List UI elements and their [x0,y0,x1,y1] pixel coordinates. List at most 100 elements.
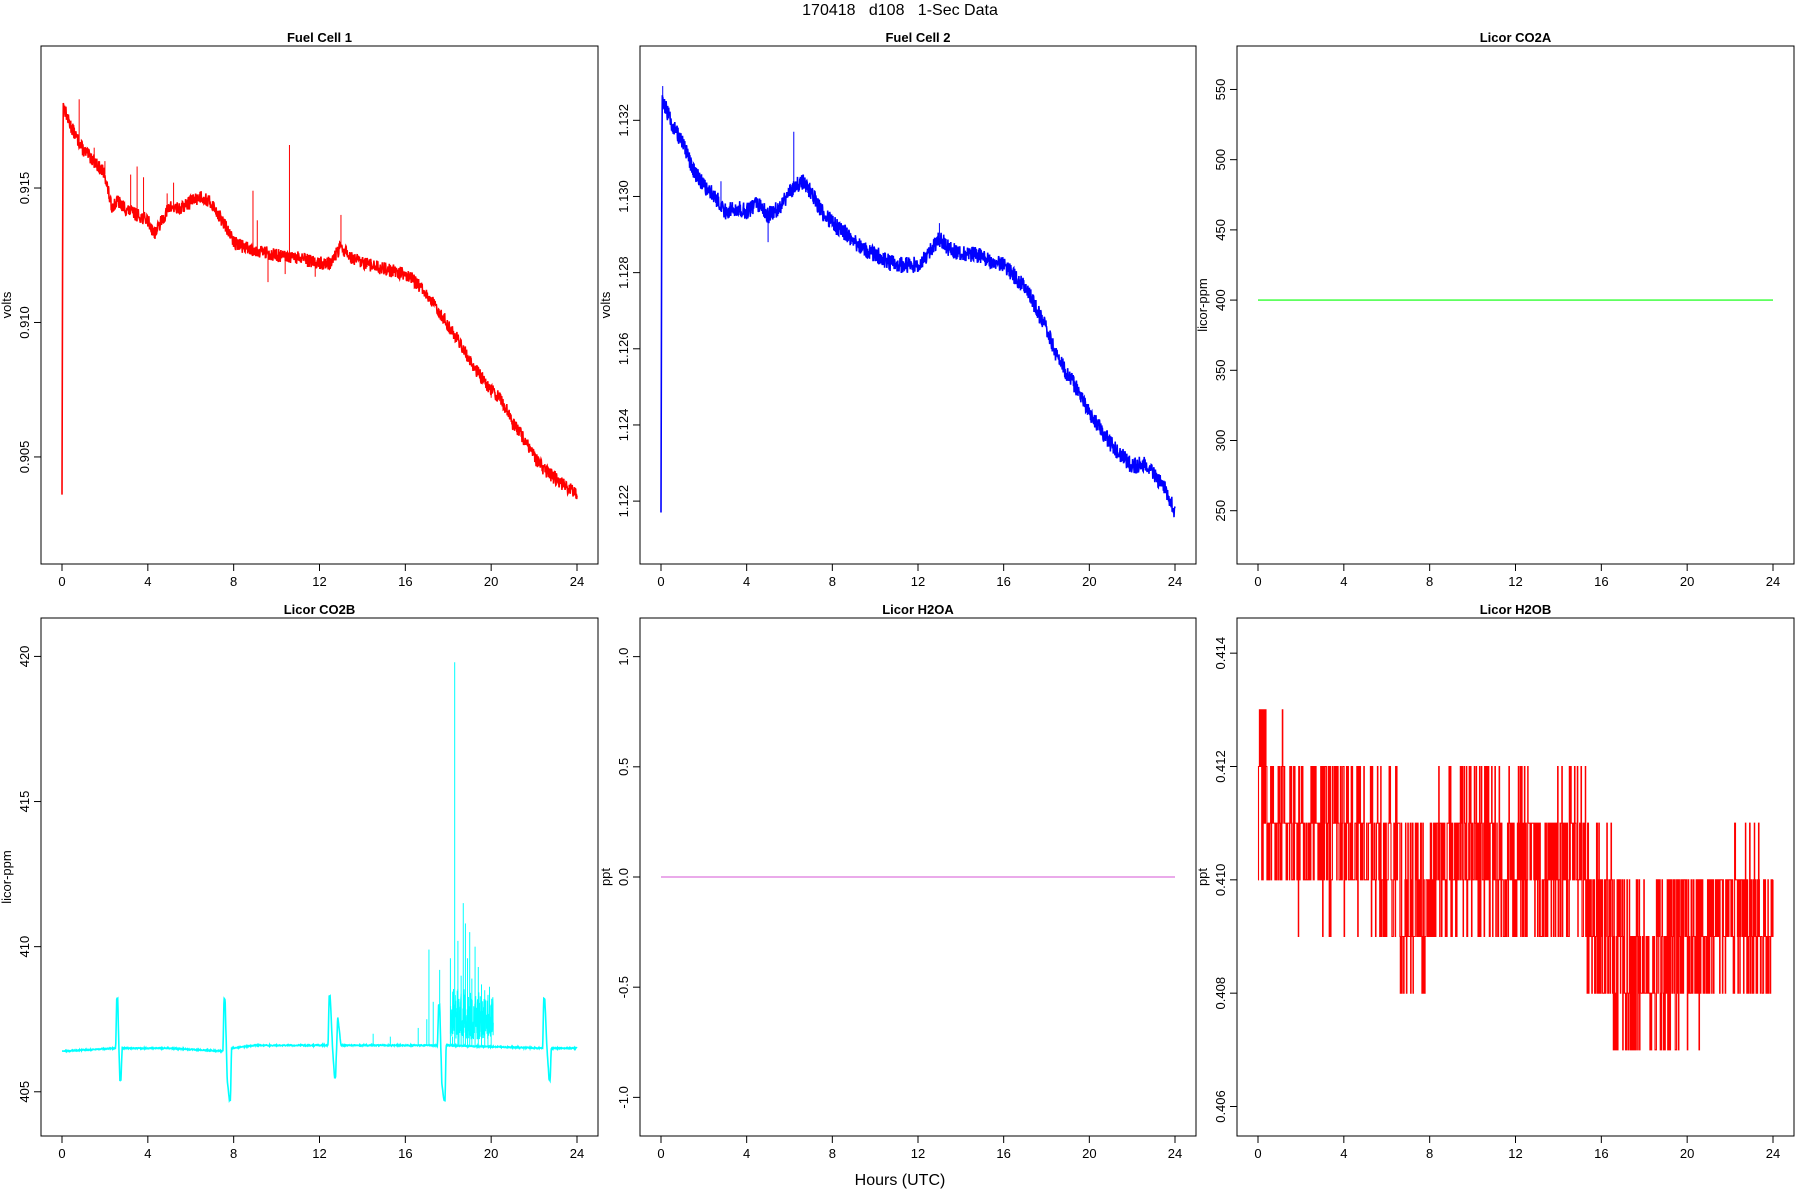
x-tick-label: 4 [144,1146,151,1161]
y-tick-label: 0.915 [17,172,32,205]
x-tick-label: 0 [657,1146,664,1161]
x-tick-label: 12 [312,1146,326,1161]
plot-frame [1236,45,1795,565]
y-tick-label: 0.408 [1213,977,1228,1010]
x-tick-label: 12 [911,1146,925,1161]
x-tick-label: 20 [1082,1146,1096,1161]
x-tick-label: 16 [996,574,1010,589]
x-tick-label: 8 [829,574,836,589]
series-fuel-cell-1 [61,99,578,500]
panel-title: Licor H2OB [1480,602,1552,617]
y-tick-label: 0.412 [1213,750,1228,783]
y-tick-label: 350 [1213,359,1228,381]
x-tick-label: 16 [1594,1146,1608,1161]
x-tick-label: 16 [398,1146,412,1161]
y-axis-label: licor-ppm [1195,278,1210,331]
x-tick-label: 20 [1082,574,1096,589]
x-tick-label: 24 [570,574,584,589]
x-tick-label: 8 [829,1146,836,1161]
panel-1: Fuel Cell 1 0 4 8 12 16 20 24 0.905 0.910 0.915 vol… [0,30,599,589]
panel-title: Licor CO2B [284,602,356,617]
plot-frame [40,45,599,565]
y-tick-label: 0.0 [616,868,631,886]
y-tick-label: 1.0 [616,648,631,666]
x-tick-label: 4 [144,574,151,589]
y-tick-label: 400 [1213,289,1228,311]
x-tick-label: 12 [911,574,925,589]
x-tick-label: 8 [1426,574,1433,589]
y-tick-label: 410 [17,936,32,958]
panel-4: Licor CO2B 0 4 8 12 16 20 24 405 410 415 420 licor-p… [0,602,599,1161]
y-tick-label: 250 [1213,500,1228,522]
panel-title: Fuel Cell 2 [885,30,950,45]
x-tick-label: 24 [1766,574,1780,589]
x-tick-label: 4 [1340,574,1347,589]
x-tick-label: 0 [1254,574,1261,589]
x-tick-label: 24 [1168,574,1182,589]
y-tick-label: 1.130 [616,180,631,213]
x-tick-label: 8 [230,574,237,589]
y-tick-label: 0.414 [1213,637,1228,670]
y-tick-label: 1.126 [616,333,631,366]
x-tick-label: 20 [1680,1146,1694,1161]
series-licor-co2b [62,662,578,1104]
y-tick-label: 450 [1213,219,1228,241]
x-tick-label: 16 [996,1146,1010,1161]
y-axis-label: ppt [598,868,613,886]
series-fuel-cell-2 [660,86,1176,518]
data-line [660,95,1176,518]
y-tick-label: 300 [1213,430,1228,452]
x-tick-label: 0 [657,574,664,589]
y-tick-label: 1.132 [616,104,631,137]
y-axis-label: licor-ppm [0,850,14,903]
y-tick-label: -1.0 [616,1086,631,1108]
y-tick-label: 415 [17,791,32,813]
plot-frame [639,45,1197,565]
x-tick-label: 12 [312,574,326,589]
data-line [62,993,578,1104]
panel-6: Licor H2OB 0 4 8 12 16 20 24 0.406 0.408 0.410 0.41… [1195,602,1795,1161]
series-licor-h2ob [1257,709,1774,1051]
x-tick-label: 8 [1426,1146,1433,1161]
x-tick-label: 20 [484,574,498,589]
x-tick-label: 8 [230,1146,237,1161]
x-tick-label: 16 [398,574,412,589]
y-tick-label: 0.910 [17,306,32,339]
y-tick-label: 500 [1213,149,1228,171]
x-tick-label: 0 [1254,1146,1261,1161]
y-tick-label: 0.410 [1213,864,1228,897]
x-tick-label: 4 [1340,1146,1347,1161]
x-tick-label: 24 [570,1146,584,1161]
x-tick-label: 20 [484,1146,498,1161]
shared-x-axis-label: Hours (UTC) [854,1172,946,1189]
data-line [1257,709,1774,1051]
y-axis-label: volts [598,291,613,318]
x-tick-label: 20 [1680,574,1694,589]
panel-title: Licor H2OA [882,602,954,617]
x-tick-label: 4 [743,1146,750,1161]
y-tick-label: 1.122 [616,485,631,518]
y-tick-label: 0.406 [1213,1090,1228,1123]
x-tick-label: 16 [1594,574,1608,589]
x-tick-label: 12 [1508,574,1522,589]
x-tick-label: 24 [1766,1146,1780,1161]
y-tick-label: 0.905 [17,441,32,474]
x-tick-label: 12 [1508,1146,1522,1161]
y-tick-label: 405 [17,1081,32,1103]
x-tick-label: 4 [743,574,750,589]
panel-3: Licor CO2A 0 4 8 12 16 20 24 250 300 350 400 450 500 5… [1195,30,1795,589]
y-tick-label: -0.5 [616,976,631,998]
x-tick-label: 0 [58,574,65,589]
plot-frame [40,617,599,1137]
y-tick-label: 1.128 [616,256,631,289]
panel-title: Fuel Cell 1 [287,30,352,45]
panel-title: Licor CO2A [1480,30,1552,45]
y-axis-label: volts [0,291,14,318]
x-tick-label: 24 [1168,1146,1182,1161]
panel-2: Fuel Cell 2 0 4 8 12 16 20 24 1.122 1.124 1.126 1.1… [598,30,1197,589]
y-tick-label: 550 [1213,79,1228,101]
y-axis-label: ppt [1195,868,1210,886]
y-tick-label: 420 [17,646,32,668]
x-tick-label: 0 [58,1146,65,1161]
